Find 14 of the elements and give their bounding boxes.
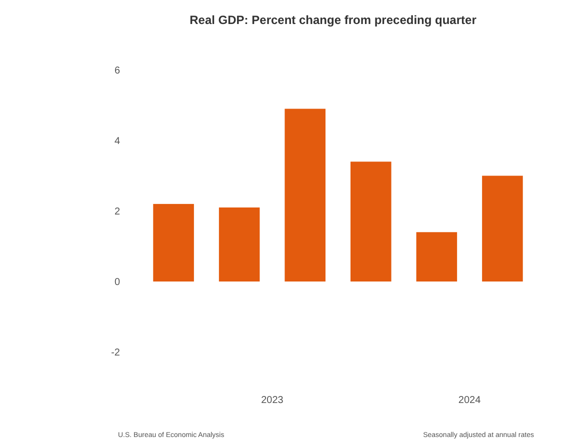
y-tick-label: 2 [114, 206, 120, 218]
bar [153, 204, 194, 282]
bar [284, 108, 326, 282]
y-tick-label: -2 [111, 348, 120, 358]
y-tick-label: 4 [114, 136, 120, 147]
text: 2023 [261, 395, 284, 406]
bar [416, 232, 458, 282]
y-tick-label: 6 [114, 66, 120, 76]
text: 2024 [458, 395, 482, 406]
y-tick-label: 0 [114, 277, 120, 288]
bar [350, 162, 392, 282]
bar [218, 207, 260, 282]
bar [482, 176, 523, 282]
chart-title: Real GDP: Percent change from preceding quarter [190, 13, 477, 27]
